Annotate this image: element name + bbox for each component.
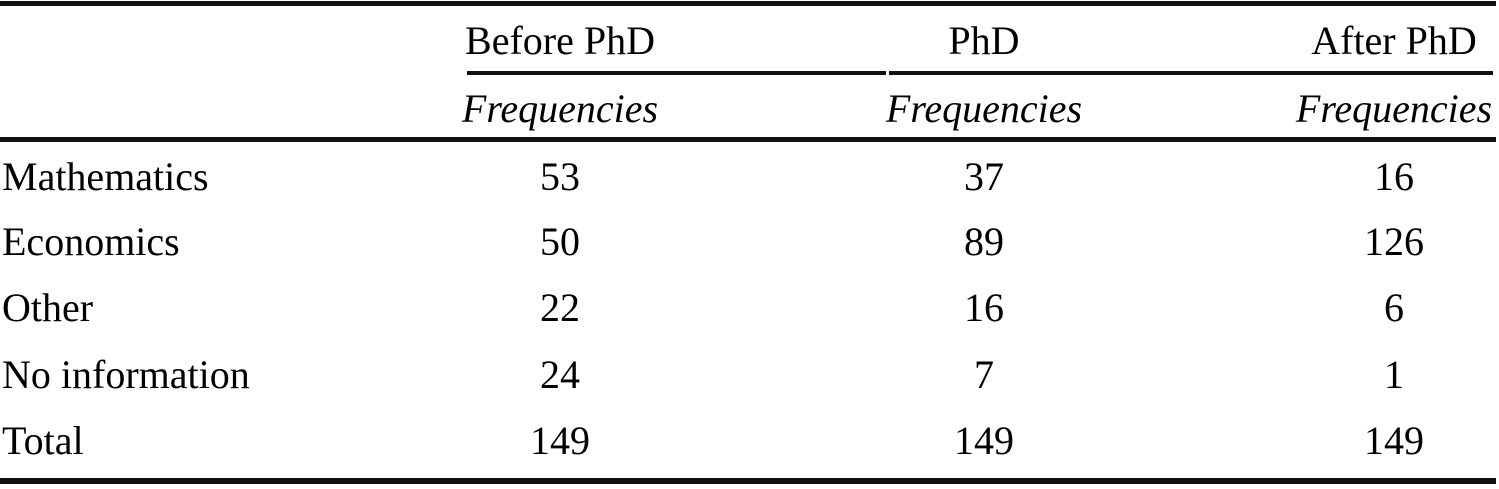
cell-no-information-before-phd: 24 xyxy=(540,352,580,397)
row-label-no-information: No information xyxy=(2,352,250,397)
col-group-header-before-phd: Before PhD xyxy=(465,18,655,63)
cell-other-phd: 16 xyxy=(964,285,1004,330)
row-label-other: Other xyxy=(2,285,94,330)
cell-total-before-phd: 149 xyxy=(530,418,590,463)
subheader-frequencies-before-phd: Frequencies xyxy=(461,86,659,131)
subheader-frequencies-after-phd: Frequencies xyxy=(1295,86,1493,131)
cell-other-after-phd: 6 xyxy=(1384,285,1404,330)
row-label-mathematics: Mathematics xyxy=(2,154,209,199)
col-group-header-after-phd: After PhD xyxy=(1311,18,1477,63)
table-top-rule xyxy=(0,1,1496,6)
header-body-separator-rule xyxy=(0,137,1496,142)
cell-economics-before-phd: 50 xyxy=(540,219,580,264)
cell-mathematics-phd: 37 xyxy=(964,154,1004,199)
subheader-frequencies-phd: Frequencies xyxy=(885,86,1083,131)
row-label-total: Total xyxy=(2,418,84,463)
header-group-underline-left xyxy=(467,71,886,75)
cell-no-information-phd: 7 xyxy=(974,352,994,397)
col-group-header-phd: PhD xyxy=(948,18,1020,63)
cell-no-information-after-phd: 1 xyxy=(1384,352,1404,397)
header-group-underline-right xyxy=(889,71,1493,75)
cell-total-after-phd: 149 xyxy=(1364,418,1424,463)
cell-total-phd: 149 xyxy=(954,418,1014,463)
cell-mathematics-before-phd: 53 xyxy=(540,154,580,199)
row-label-economics: Economics xyxy=(2,219,180,264)
cell-other-before-phd: 22 xyxy=(540,285,580,330)
cell-economics-after-phd: 126 xyxy=(1364,219,1424,264)
table-bottom-rule xyxy=(0,478,1496,484)
cell-economics-phd: 89 xyxy=(964,219,1004,264)
cell-mathematics-after-phd: 16 xyxy=(1374,154,1414,199)
